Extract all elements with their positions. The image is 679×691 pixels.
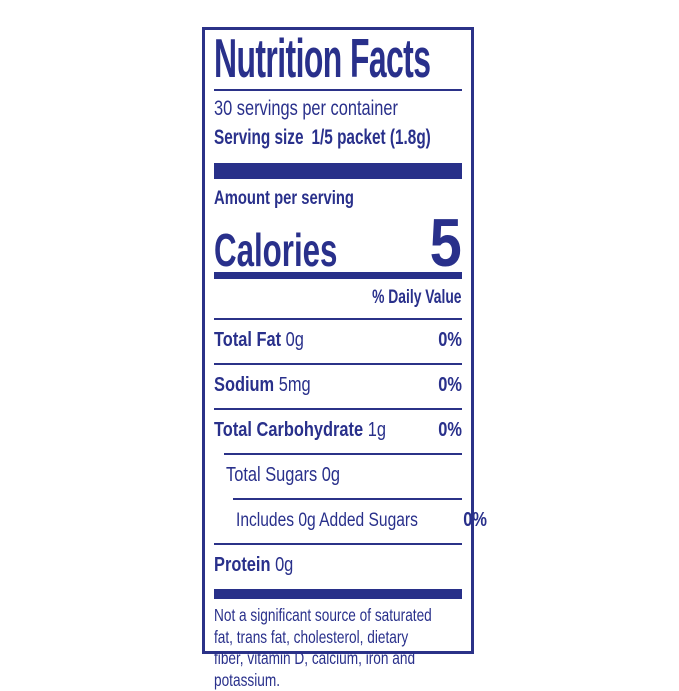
row-divider-indented — [224, 453, 462, 456]
nutrient-name: Includes 0g Added Sugars — [236, 510, 418, 532]
title-divider — [214, 89, 462, 91]
daily-value-header: % Daily Value — [372, 287, 462, 309]
serving-size-label: Serving size — [214, 126, 304, 150]
nutrient-amount: 5mg — [278, 374, 311, 397]
separator-bar-thick — [214, 162, 462, 179]
separator-bar-medium — [214, 272, 462, 280]
calories-label: Calories — [214, 224, 338, 277]
label-title-text: Nutrition Facts — [214, 27, 431, 89]
nutrient-amount: 0g — [285, 329, 304, 352]
nutrient-name: Total Carbohydrate — [214, 419, 364, 442]
footnote-line: potassium. — [214, 669, 281, 690]
row-divider — [214, 318, 462, 321]
nutrient-row-added-sugars: Includes 0g Added Sugars 0% — [214, 500, 487, 543]
serving-size-row: Serving size 1/5 packet (1.8g) — [214, 124, 462, 151]
footnote-line: fat, trans fat, cholesterol, dietary — [214, 626, 409, 647]
nutrient-row-total-sugars: Total Sugars 0g — [214, 455, 462, 498]
label-title: Nutrition Facts — [214, 31, 462, 86]
nutrient-amount: 1g — [367, 419, 386, 442]
row-divider — [214, 363, 462, 366]
row-divider — [214, 408, 462, 411]
calories-value: 5 — [429, 205, 462, 282]
nutrient-row-total-carbohydrate: Total Carbohydrate 1g 0% — [214, 410, 462, 453]
nutrient-daily-value: 0% — [438, 329, 462, 352]
separator-bar-thick-bottom — [214, 589, 462, 600]
nutrient-daily-value: 0% — [463, 509, 487, 532]
calories-row: Calories 5 — [214, 209, 462, 277]
servings-per-container: 30 servings per container — [214, 97, 398, 120]
row-divider — [214, 543, 462, 546]
nutrient-name: Sodium — [214, 374, 275, 397]
footnote-line: fiber, vitamin D, calcium, iron and — [214, 648, 416, 669]
nutrient-name: Total Sugars — [226, 464, 318, 487]
row-divider-indented — [233, 498, 462, 501]
footnote: Not a significant source of saturated fa… — [214, 605, 462, 691]
nutrient-daily-value: 0% — [438, 374, 462, 397]
amount-per-serving-heading: Amount per serving — [214, 187, 354, 209]
nutrient-daily-value: 0% — [438, 419, 462, 442]
nutrient-amount: 0g — [321, 464, 340, 487]
nutrient-amount: 0g — [275, 554, 294, 577]
nutrient-name: Total Fat — [214, 329, 282, 352]
nutrient-row-total-fat: Total Fat 0g 0% — [214, 320, 462, 363]
nutrient-row-sodium: Sodium 5mg 0% — [214, 365, 462, 408]
nutrition-facts-label: Nutrition Facts 30 servings per containe… — [202, 27, 487, 690]
serving-size-value: 1/5 packet (1.8g) — [311, 126, 431, 150]
footnote-line: Not a significant source of saturated — [214, 605, 432, 626]
nutrient-row-protein: Protein 0g — [214, 545, 462, 588]
nutrient-name: Protein — [214, 554, 271, 577]
